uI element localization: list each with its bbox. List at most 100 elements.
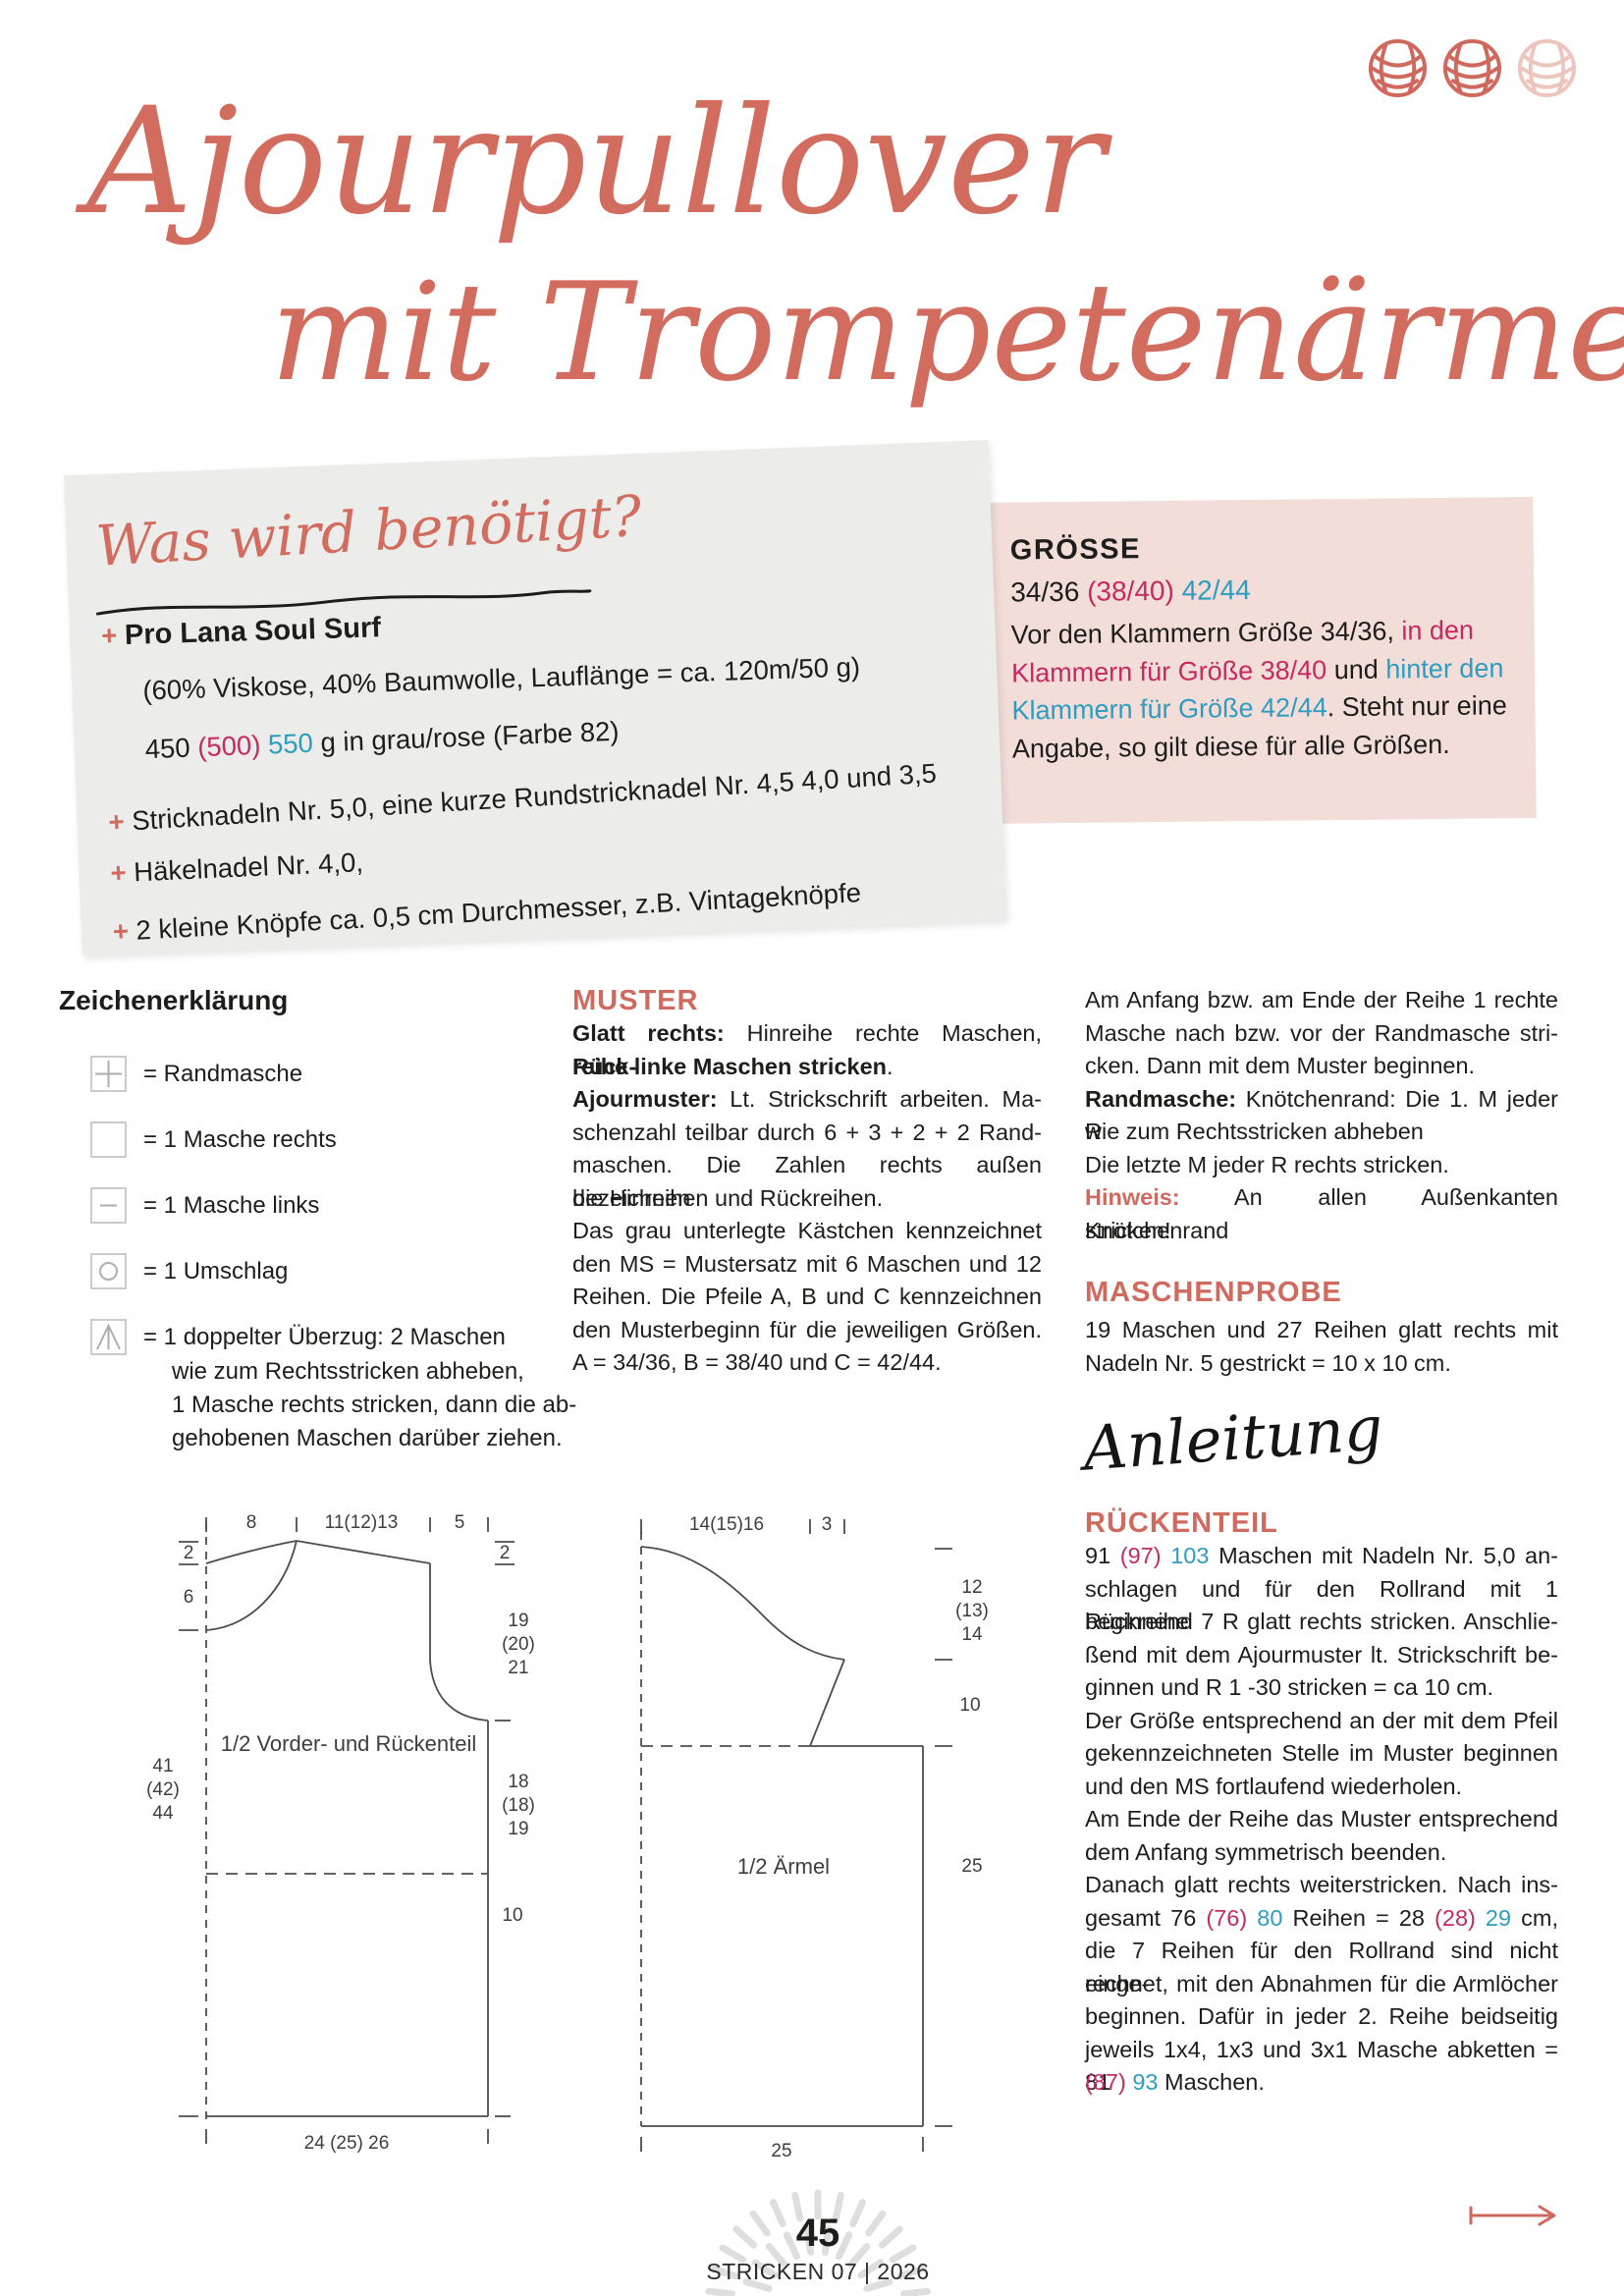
- text-segment: 29: [1475, 1904, 1512, 1931]
- text-line: Klammern für Größe 42/44. Steht nur eine: [1011, 686, 1507, 730]
- text-line: 91 (97) 103 Maschen mit Nadeln Nr. 5,0 a…: [1085, 1540, 1558, 1573]
- measure-label: 5: [455, 1512, 465, 1533]
- text-segment: cm,: [1511, 1904, 1558, 1931]
- text-line: den Musterbeginn für die jeweiligen Größ…: [572, 1314, 1042, 1347]
- text-segment: . Steht nur eine: [1326, 690, 1507, 723]
- muster-text: Glatt rechts: Hinreihe rechte Maschen, R…: [572, 1017, 1042, 1380]
- double-decrease-square-icon: [90, 1319, 127, 1355]
- size-values: 34/36 (38/40) 42/44: [1010, 574, 1251, 609]
- text-line: Randmasche: Knötchenrand: Die 1. M jeder…: [1085, 1083, 1558, 1145]
- text-segment: Vor den Klammern Größe 34/36,: [1010, 616, 1402, 650]
- legend-item: = 1 Masche rechts: [59, 1121, 337, 1158]
- piece-label: 1/2 Vorder- und Rückenteil: [221, 1731, 477, 1756]
- paragraph: Glatt rechts: Hinreihe rechte Maschen, R…: [572, 1017, 1042, 1083]
- rueckenteil-text: 91 (97) 103 Maschen mit Nadeln Nr. 5,0 a…: [1085, 1540, 1558, 2100]
- measure-label: 2: [500, 1543, 511, 1563]
- text-segment: +: [109, 856, 135, 889]
- text-line: rechnet, mit den Abnahmen für die Armlöc…: [1085, 1968, 1558, 2001]
- paragraph: Am Anfang bzw. am Ende der Reihe 1 recht…: [1085, 984, 1558, 1083]
- text-segment: die Hinreihen und Rückreihen.: [572, 1184, 884, 1211]
- schematic-sleeve: 14(15)16 3 12 (13) 14 10 25 1/2 Ärmel 25: [640, 1514, 989, 2161]
- yarn-ball-icon: [1368, 38, 1428, 98]
- text-segment: schenzahl teilbar durch 6 + 3 + 2 + 2 Ra…: [572, 1119, 1042, 1145]
- text-segment: (76): [1206, 1904, 1248, 1931]
- text-segment: Ajourmuster:: [572, 1086, 718, 1112]
- text-segment: Knötchenrand: Die 1. M jeder R: [1085, 1085, 1558, 1145]
- text-segment: (87): [1085, 2069, 1126, 2095]
- paragraph: Die letzte M jeder R rechts stricken.: [1085, 1149, 1558, 1182]
- materials-box: Was wird benötigt? + Pro Lana Soul Surf …: [63, 440, 1007, 956]
- measure-label: 21: [508, 1658, 528, 1678]
- text-segment: (28): [1435, 1904, 1476, 1931]
- text-segment: (38/40): [1086, 574, 1174, 607]
- paragraph: Hinweis: An allen Außenkanten Knötchenra…: [1085, 1181, 1558, 1247]
- paragraph: Der Größe entsprechend an der mit dem Pf…: [1085, 1705, 1558, 1804]
- materials-item: + Häkelnadel Nr. 4,0,: [110, 847, 364, 889]
- text-segment: Maschen.: [1158, 2069, 1265, 2095]
- text-segment: Die letzte M jeder R rechts stricken.: [1085, 1151, 1449, 1177]
- next-page-arrow-icon[interactable]: [1465, 2203, 1563, 2230]
- text-line: = Randmasche: [143, 1061, 303, 1087]
- measure-label: 14(15)16: [689, 1514, 764, 1535]
- text-segment: Der Größe entsprechend an der mit dem Pf…: [1085, 1707, 1558, 1733]
- text-segment: Lt. Strickschrift arbeiten. Ma-: [717, 1086, 1042, 1112]
- materials-item: + Pro Lana Soul Surf: [101, 612, 382, 652]
- paragraph: Am Ende der Reihe das Muster entsprechen…: [1085, 1803, 1558, 1869]
- measure-label: 10: [959, 1695, 980, 1716]
- text-segment: A = 34/36, B = 38/40 und C = 42/44.: [572, 1349, 942, 1375]
- anleitung-heading: Anleitung: [1080, 1392, 1385, 1485]
- knit-empty-square-icon: [90, 1121, 127, 1158]
- text-line: Am Ende der Reihe das Muster entsprechen…: [1085, 1803, 1558, 1836]
- text-segment: gekennzeichneten Stelle im Muster beginn…: [1085, 1740, 1558, 1766]
- text-line: beginnen. Dafür in jeder 2. Reihe beidse…: [1085, 2000, 1558, 2034]
- text-segment: stricken!: [1085, 1217, 1171, 1243]
- measure-label: 2: [184, 1543, 194, 1563]
- text-segment: Reihen. Die Pfeile A, B und C kennzeichn…: [572, 1284, 1042, 1309]
- text-line: 1 Masche rechts stricken, dann die ab-: [172, 1392, 577, 1418]
- paragraph: 91 (97) 103 Maschen mit Nadeln Nr. 5,0 a…: [1085, 1540, 1558, 1705]
- materials-heading: Was wird benötigt?: [93, 483, 643, 579]
- text-line: Der Größe entsprechend an der mit dem Pf…: [1085, 1705, 1558, 1738]
- text-segment: +: [100, 619, 126, 651]
- measure-label: 6: [184, 1587, 194, 1608]
- legend-heading: Zeichenerklärung: [59, 985, 289, 1015]
- materials-item: 450 (500) 550 g in grau/rose (Farbe 82): [105, 716, 620, 767]
- measure-label: 3: [822, 1514, 833, 1535]
- measure-label: 41: [152, 1756, 173, 1777]
- text-line: ßend mit dem Ajourmuster lt. Strickschri…: [1085, 1639, 1558, 1672]
- muster-heading: MUSTER: [572, 985, 699, 1016]
- pattern-notes-text: Am Anfang bzw. am Ende der Reihe 1 recht…: [1085, 984, 1558, 1247]
- text-segment: An allen Außenkanten Knötchenrand: [1085, 1184, 1558, 1243]
- text-segment: +: [112, 914, 137, 947]
- text-segment: Maschen mit Nadeln Nr. 5,0 an-: [1209, 1543, 1559, 1568]
- measure-label: 12: [961, 1577, 982, 1598]
- text-segment: 80: [1247, 1904, 1283, 1931]
- text-segment: den MS = Mustersatz mit 6 Maschen und 12: [572, 1250, 1042, 1277]
- text-line: Die letzte M jeder R rechts stricken.: [1085, 1149, 1558, 1182]
- text-line: = 1 doppelter Überzug: 2 Maschen: [143, 1324, 506, 1350]
- measure-label: (18): [502, 1795, 535, 1816]
- legend-item: = 1 doppelter Überzug: 2 Maschen wie zum …: [59, 1319, 576, 1455]
- text-line: wie zum Rechtsstricken abheben: [1085, 1116, 1558, 1149]
- measure-label: 19: [508, 1611, 528, 1631]
- paragraph: Das grau unterlegte Kästchen kennzeichne…: [572, 1215, 1042, 1380]
- text-segment: den Musterbeginn für die jeweiligen Größ…: [572, 1316, 1042, 1342]
- text-line: Danach glatt rechts weiterstricken. Nach…: [1085, 1869, 1558, 1902]
- measure-label: 24 (25) 26: [304, 2133, 390, 2154]
- text-line: schenzahl teilbar durch 6 + 3 + 2 + 2 Ra…: [572, 1117, 1042, 1150]
- text-line: dem Anfang symmetrisch beenden.: [1085, 1836, 1558, 1870]
- text-segment: Hinweis:: [1085, 1184, 1180, 1210]
- text-segment: .: [887, 1053, 893, 1079]
- measure-label: (20): [502, 1634, 535, 1655]
- materials-item: + 2 kleine Knöpfe ca. 0,5 cm Durchmesser…: [112, 877, 862, 948]
- measure-label: 11(12)13: [325, 1512, 399, 1533]
- magazine-issue: STRICKEN 07 | 2026: [706, 2259, 930, 2284]
- purl-dash-square-icon: [90, 1187, 127, 1224]
- materials-item: (60% Viskose, 40% Baumwolle, Lauflänge =…: [103, 651, 861, 708]
- size-heading: GRÖSSE: [1009, 533, 1142, 567]
- text-line: und den MS fortlaufend wiederholen.: [1085, 1771, 1558, 1804]
- text-segment: Masche nach bzw. vor der Randmasche stri…: [1085, 1019, 1558, 1046]
- text-segment: 93: [1125, 2069, 1159, 2095]
- measure-label: 18: [508, 1772, 528, 1792]
